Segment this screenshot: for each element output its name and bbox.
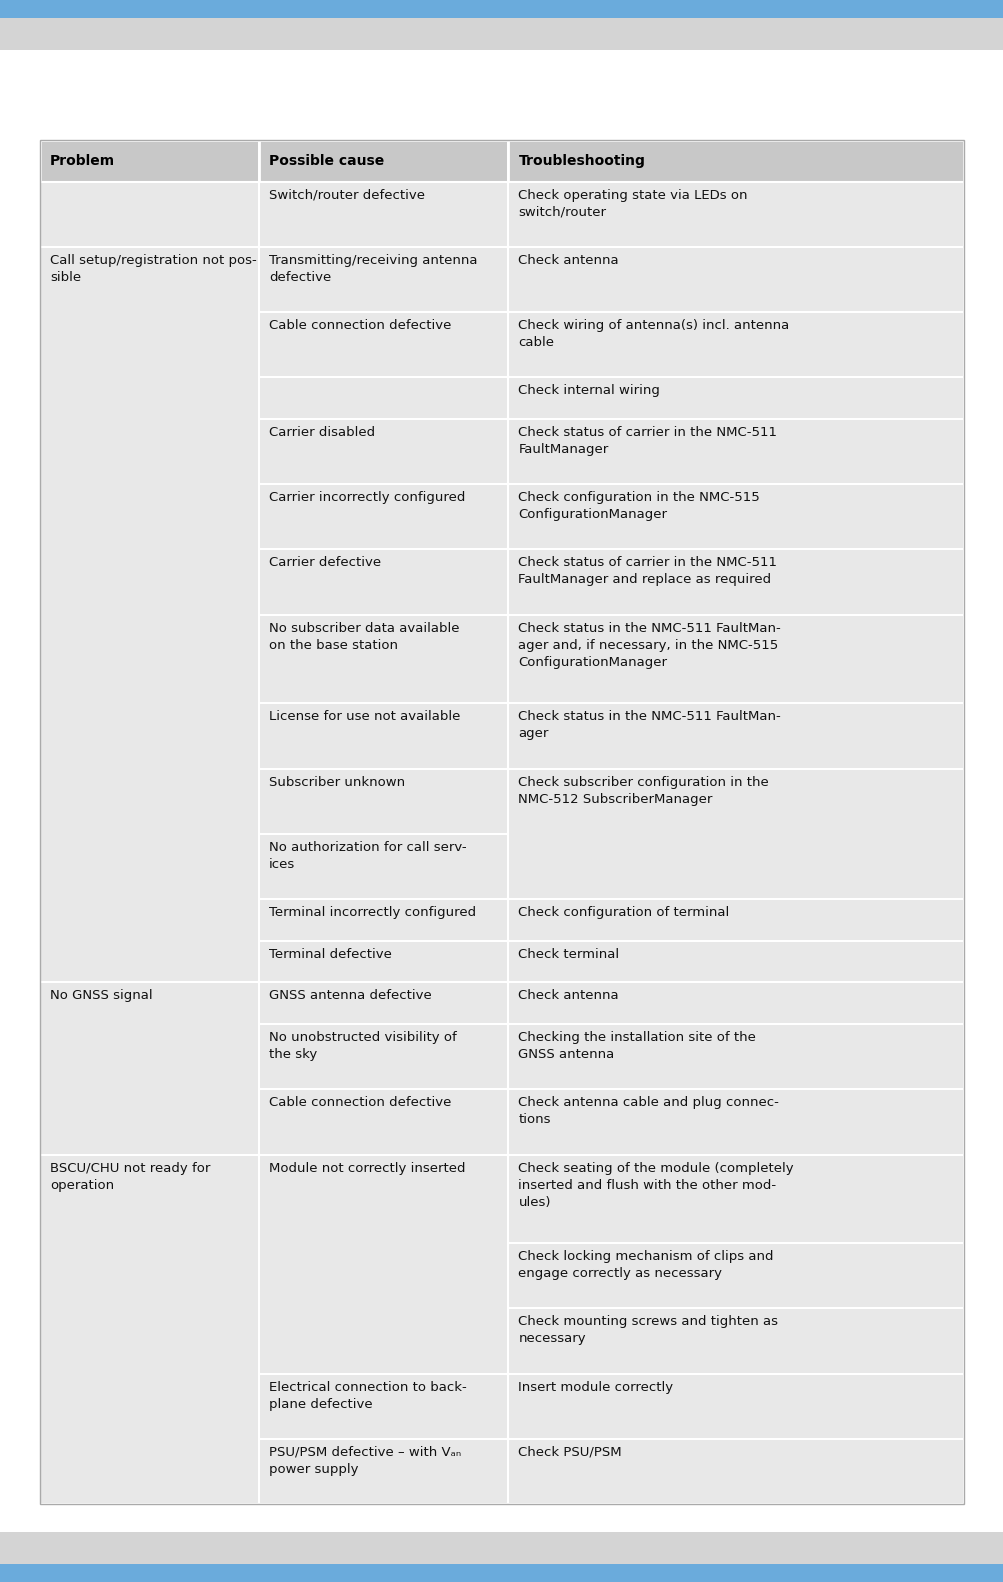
Bar (508, 941, 963, 982)
Text: BSCU/CHU not ready for
operation: BSCU/CHU not ready for operation (50, 1161, 211, 1191)
Bar (259, 484, 508, 549)
Text: Call setup/registration not pos-
sible: Call setup/registration not pos- sible (50, 255, 257, 283)
Bar (259, 941, 508, 982)
Bar (259, 1373, 508, 1438)
Text: Check configuration in the NMC-515
ConfigurationManager: Check configuration in the NMC-515 Confi… (518, 492, 759, 520)
Text: Check status in the NMC-511 FaultMan-
ager: Check status in the NMC-511 FaultMan- ag… (518, 710, 780, 740)
Text: Electrical connection to back-
plane defective: Electrical connection to back- plane def… (269, 1381, 466, 1411)
Text: Switch/router defective: Switch/router defective (269, 188, 424, 202)
Text: Check status in the NMC-511 FaultMan-
ager and, if necessary, in the NMC-515
Con: Check status in the NMC-511 FaultMan- ag… (518, 622, 780, 669)
Text: No GNSS signal: No GNSS signal (50, 989, 152, 1003)
Bar (259, 247, 508, 312)
Bar (508, 378, 963, 419)
Bar (259, 899, 508, 941)
Text: Cable connection defective: Cable connection defective (269, 1096, 451, 1109)
Text: PSU/PSM defective – with Vₐₙ
power supply: PSU/PSM defective – with Vₐₙ power suppl… (269, 1446, 460, 1476)
Text: Check antenna: Check antenna (518, 255, 619, 267)
Text: GNSS antenna defective: GNSS antenna defective (269, 989, 431, 1003)
Text: Checking the installation site of the
GNSS antenna: Checking the installation site of the GN… (518, 1031, 755, 1062)
Text: Carrier defective: Carrier defective (269, 557, 381, 570)
Text: Terminal incorrectly configured: Terminal incorrectly configured (269, 906, 475, 919)
Text: Module not correctly inserted: Module not correctly inserted (269, 1161, 465, 1174)
Text: Check status of carrier in the NMC-511
FaultManager and replace as required: Check status of carrier in the NMC-511 F… (518, 557, 776, 587)
Text: No subscriber data available
on the base station: No subscriber data available on the base… (269, 622, 459, 652)
Bar (0, 1531, 1003, 1565)
Bar (40, 139, 963, 1504)
Text: Subscriber unknown: Subscriber unknown (269, 775, 404, 788)
Bar (259, 312, 508, 378)
Bar (259, 1090, 508, 1155)
Text: Check antenna: Check antenna (518, 989, 619, 1003)
Text: Carrier incorrectly configured: Carrier incorrectly configured (269, 492, 465, 505)
Text: Terminal defective: Terminal defective (269, 948, 391, 960)
Text: Check locking mechanism of clips and
engage correctly as necessary: Check locking mechanism of clips and eng… (518, 1250, 773, 1280)
Text: License for use not available: License for use not available (269, 710, 460, 723)
Bar (259, 1155, 508, 1373)
Bar (259, 139, 508, 182)
Bar (40, 182, 259, 247)
Bar (508, 312, 963, 378)
Text: Check seating of the module (completely
inserted and flush with the other mod-
u: Check seating of the module (completely … (518, 1161, 793, 1209)
Text: Troubleshooting: Troubleshooting (40, 27, 166, 41)
Text: 84: 84 (40, 1541, 57, 1555)
Text: Insert module correctly: Insert module correctly (518, 1381, 673, 1394)
Bar (508, 1243, 963, 1308)
Bar (259, 1438, 508, 1504)
Bar (508, 484, 963, 549)
Bar (259, 982, 508, 1024)
Bar (259, 834, 508, 899)
Bar (259, 378, 508, 419)
Bar (259, 769, 508, 834)
Bar (508, 982, 963, 1024)
Text: Check subscriber configuration in the
NMC-512 SubscriberManager: Check subscriber configuration in the NM… (518, 775, 768, 805)
Text: Check mounting screws and tighten as
necessary: Check mounting screws and tighten as nec… (518, 1315, 777, 1345)
Bar (508, 615, 963, 704)
Text: No authorization for call serv-
ices: No authorization for call serv- ices (269, 840, 466, 870)
Bar (508, 1438, 963, 1504)
Bar (259, 704, 508, 769)
Bar (508, 899, 963, 941)
Text: Check terminal: Check terminal (518, 948, 619, 960)
Bar (508, 1308, 963, 1373)
Text: Cable connection defective: Cable connection defective (269, 320, 451, 332)
Text: Check wiring of antenna(s) incl. antenna
cable: Check wiring of antenna(s) incl. antenna… (518, 320, 789, 350)
Bar (259, 1024, 508, 1090)
Bar (508, 247, 963, 312)
Bar (0, 0, 1003, 17)
Bar (508, 1090, 963, 1155)
Text: Check operating state via LEDs on
switch/router: Check operating state via LEDs on switch… (518, 188, 747, 218)
Text: Carrier disabled: Carrier disabled (269, 426, 375, 440)
Bar (259, 615, 508, 704)
Bar (508, 182, 963, 247)
Bar (508, 139, 963, 182)
Text: Problem: Problem (50, 153, 115, 168)
Bar (40, 1155, 259, 1504)
Bar (40, 247, 259, 982)
Bar (259, 549, 508, 615)
Text: DIB-R5 flexibleTx: DIB-R5 flexibleTx (828, 27, 963, 41)
Bar (0, 17, 1003, 51)
Text: Possible cause: Possible cause (269, 153, 384, 168)
Bar (40, 982, 259, 1155)
Text: Operation Manual 90DIBR5flexibleTxOM02 - 1.2: Operation Manual 90DIBR5flexibleTxOM02 -… (631, 1541, 963, 1555)
Text: Check antenna cable and plug connec-
tions: Check antenna cable and plug connec- tio… (518, 1096, 778, 1126)
Text: Transmitting/receiving antenna
defective: Transmitting/receiving antenna defective (269, 255, 477, 283)
Text: Check configuration of terminal: Check configuration of terminal (518, 906, 729, 919)
Bar (40, 139, 259, 182)
Bar (508, 769, 963, 899)
Bar (508, 419, 963, 484)
Bar (508, 1373, 963, 1438)
Bar (259, 419, 508, 484)
Text: Troubleshooting: Troubleshooting (518, 153, 645, 168)
Text: Check PSU/PSM: Check PSU/PSM (518, 1446, 622, 1459)
Text: Check internal wiring: Check internal wiring (518, 384, 660, 397)
Bar (508, 1024, 963, 1090)
Bar (259, 182, 508, 247)
Bar (508, 549, 963, 615)
Bar (508, 704, 963, 769)
Bar (508, 1155, 963, 1243)
Bar (0, 1565, 1003, 1582)
Text: No unobstructed visibility of
the sky: No unobstructed visibility of the sky (269, 1031, 456, 1062)
Text: Check status of carrier in the NMC-511
FaultManager: Check status of carrier in the NMC-511 F… (518, 426, 776, 456)
